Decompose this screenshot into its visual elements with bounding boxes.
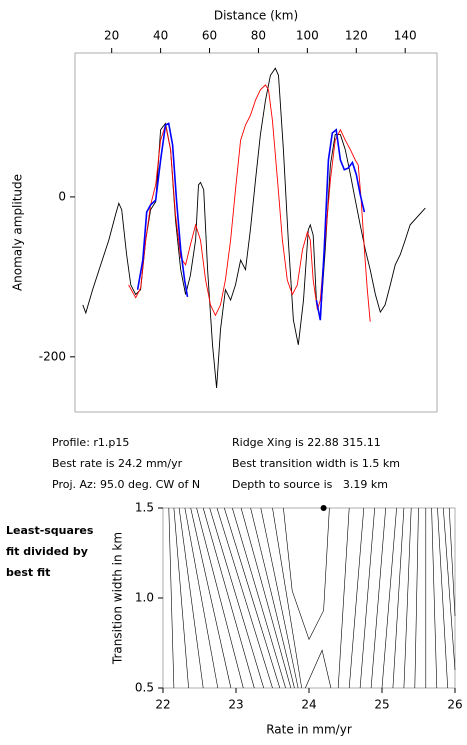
x-tick-label: 120	[345, 29, 368, 43]
y-tick-label: -200	[39, 349, 66, 363]
contour-line	[202, 507, 255, 689]
contour-line	[260, 507, 299, 689]
side-note: fit divided by	[6, 545, 88, 558]
contour-line	[184, 507, 219, 689]
info-text: Depth to source is 3.19 km	[232, 478, 388, 491]
info-text: Best transition width is 1.5 km	[232, 457, 400, 470]
data-line	[315, 128, 366, 321]
contour-line	[443, 507, 456, 671]
info-text: Proj. Az: 95.0 deg. CW of N	[52, 478, 200, 491]
contour-line	[173, 507, 189, 689]
y-tick-label: 1.5	[135, 501, 154, 515]
y-axis-label: Transition width in km	[111, 532, 125, 665]
contour-line	[178, 507, 204, 689]
x-tick-label: 40	[153, 29, 168, 43]
x-axis-label: Distance (km)	[214, 9, 298, 23]
best-fit-point	[320, 505, 327, 511]
x-tick-label: 60	[202, 29, 217, 43]
y-axis-label: Anomaly amplitude	[11, 174, 25, 291]
plot-frame	[162, 507, 456, 689]
contour-line	[196, 507, 244, 689]
contour-line	[359, 507, 375, 689]
y-tick-label: 0	[58, 189, 66, 203]
contour-line	[240, 507, 292, 689]
info-text: Ridge Xing is 22.88 315.11	[232, 436, 381, 449]
contour-line	[431, 507, 438, 689]
side-note: best fit	[6, 566, 50, 579]
data-line	[128, 84, 371, 322]
contour-line	[168, 507, 175, 689]
contour-line	[232, 507, 286, 689]
contour-line	[370, 507, 386, 689]
info-text: Profile: r1.p15	[52, 436, 129, 449]
contour-line	[392, 507, 405, 689]
info-text: Best rate is 24.2 mm/yr	[52, 457, 183, 470]
contour-line	[448, 507, 456, 617]
contour-line	[348, 507, 365, 689]
contour-line	[381, 507, 397, 689]
plot-frame	[74, 52, 438, 413]
side-note: Least-squares	[6, 524, 94, 537]
contour-line	[414, 507, 419, 689]
contour-line	[437, 507, 448, 689]
x-tick-label: 22	[155, 698, 170, 712]
contour-line	[272, 507, 302, 689]
contour-line	[250, 507, 295, 689]
x-tick-label: 24	[301, 698, 316, 712]
contour-line	[216, 507, 273, 689]
x-tick-label: 140	[394, 29, 417, 43]
x-tick-label: 100	[296, 29, 319, 43]
x-tick-label: 23	[228, 698, 243, 712]
contour-line	[209, 507, 264, 689]
contour-line	[403, 507, 412, 689]
x-tick-label: 80	[251, 29, 266, 43]
y-tick-label: 0.5	[135, 681, 154, 695]
data-line	[136, 122, 189, 298]
contour-line	[283, 507, 330, 641]
contour-line	[305, 649, 332, 689]
data-line	[82, 67, 426, 389]
contour-line	[224, 507, 281, 689]
x-tick-label: 25	[374, 698, 389, 712]
x-axis-label: Rate in mm/yr	[266, 723, 352, 737]
contour-line	[337, 507, 350, 689]
contour-line	[190, 507, 232, 689]
x-tick-label: 20	[104, 29, 119, 43]
y-tick-label: 1.0	[135, 591, 154, 605]
x-tick-label: 26	[447, 698, 462, 712]
